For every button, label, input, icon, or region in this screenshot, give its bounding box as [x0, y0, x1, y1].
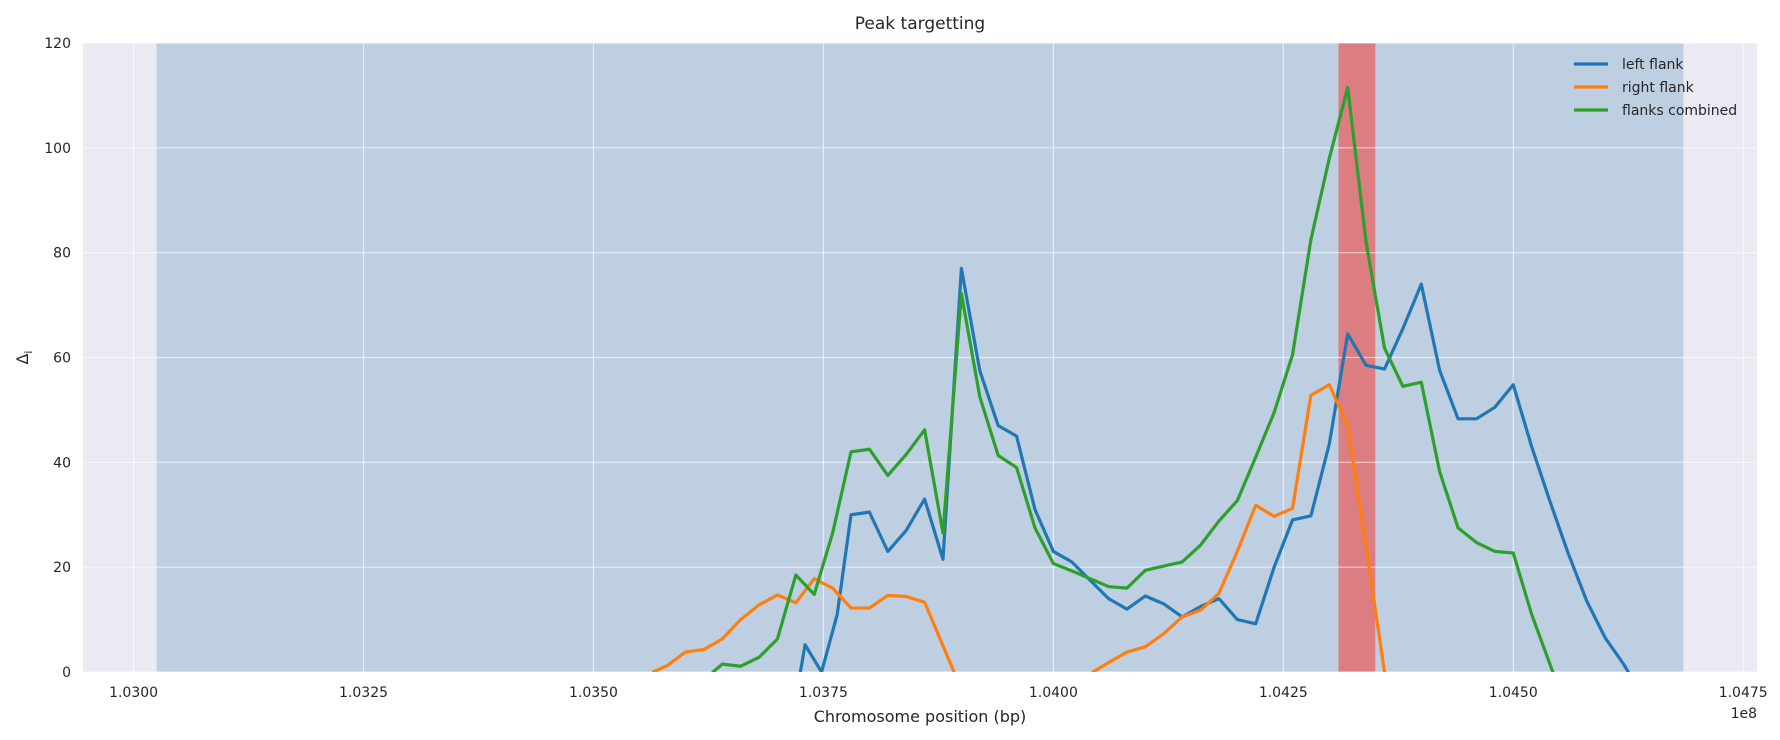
legend-label-0: left flank: [1622, 57, 1684, 73]
x-tick-label: 1.0375: [799, 685, 848, 701]
chart-title: Peak targetting: [855, 14, 985, 34]
x-offset-label: 1e8: [1731, 706, 1757, 722]
y-axis-label: Δi: [13, 350, 35, 364]
x-tick-labels: 1.0300 1.0325 1.0350 1.0375 1.0400 1.0425 1.04…: [109, 685, 1768, 701]
series-line-1: [651, 577, 956, 672]
y-axis-label-main: Δ: [13, 354, 32, 365]
y-tick-label: 60: [53, 351, 71, 367]
legend: left flank right flank flanks combined: [1574, 57, 1737, 119]
y-tick-label: 0: [62, 665, 71, 681]
grid-lines: [83, 42, 1757, 673]
legend-label-2: flanks combined: [1622, 103, 1737, 119]
x-tick-label: 1.0450: [1489, 685, 1538, 701]
y-axis-label-subscript: i: [22, 350, 35, 353]
legend-label-1: right flank: [1622, 80, 1695, 96]
x-tick-label: 1.0300: [109, 685, 158, 701]
y-tick-label: 20: [53, 560, 71, 576]
series-lines: [651, 85, 1630, 672]
x-tick-label: 1.0325: [339, 685, 388, 701]
y-tick-label: 100: [44, 141, 71, 157]
x-tick-label: 1.0425: [1259, 685, 1308, 701]
x-tick-label: 1.0350: [569, 685, 618, 701]
x-tick-label: 1.0475: [1719, 685, 1768, 701]
x-tick-label: 1.0400: [1029, 685, 1078, 701]
x-axis-label: Chromosome position (bp): [814, 707, 1027, 726]
y-tick-labels: 0 20 40 60 80 100 120: [44, 36, 71, 681]
series-line-2: [1091, 383, 1387, 672]
y-tick-label: 80: [53, 246, 71, 262]
series-line-3: [711, 85, 1555, 672]
y-tick-label: 120: [44, 36, 71, 52]
y-tick-label: 40: [53, 455, 71, 471]
